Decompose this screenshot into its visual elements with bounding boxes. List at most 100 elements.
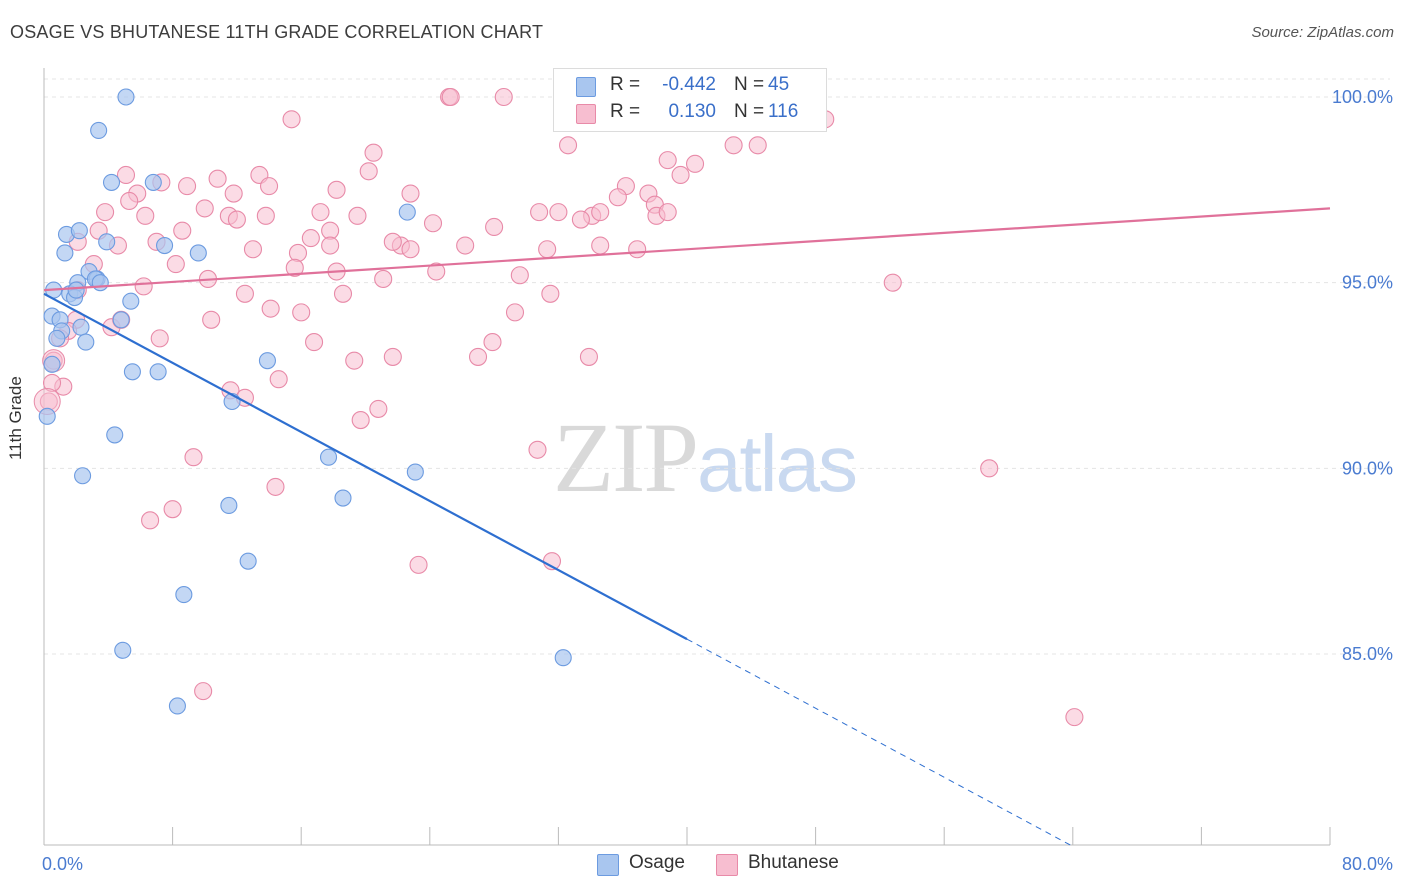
y-tick-label: 85.0% [1342, 644, 1393, 664]
trend-lines [43, 207, 1331, 847]
bhutanese-point [194, 682, 213, 701]
bhutanese-point [980, 459, 999, 478]
axes [43, 68, 1331, 846]
legend-r-value: 0.130 [668, 101, 716, 122]
bhutanese-point [311, 203, 330, 222]
bhutanese-point [483, 333, 502, 352]
osage-point [72, 318, 90, 336]
chart-title: OSAGE VS BHUTANESE 11TH GRADE CORRELATIO… [10, 22, 544, 42]
bhutanese-point [658, 203, 677, 222]
bhutanese-point [116, 165, 136, 185]
legend-r-label: R = [610, 74, 641, 95]
bhutanese-point [748, 136, 767, 155]
bhutanese-point [259, 177, 279, 196]
series-osage-points [38, 88, 572, 715]
y-tick-label: 95.0% [1342, 273, 1393, 293]
osage-point [102, 173, 121, 191]
legend-n-value: 45 [768, 74, 790, 95]
legend-row-bhutanese: R = 0.130 N = 116 [554, 100, 826, 126]
legend-row-osage: R = -0.442 N = 45 [554, 73, 826, 99]
bhutanese-point [195, 199, 214, 218]
bhutanese-point [541, 284, 560, 303]
bhutanese-point [227, 210, 246, 229]
bhutanese-point [528, 440, 547, 459]
osage-point [43, 355, 61, 373]
bhutanese-point [359, 162, 378, 181]
bhutanese-point [327, 180, 346, 199]
osage-point [156, 236, 174, 255]
legend-swatch-bhutanese [576, 104, 596, 124]
bhutanese-point [558, 136, 578, 155]
bhutanese-point [671, 165, 690, 185]
bhutanese-point [505, 303, 525, 322]
bhutanese-point [235, 284, 254, 303]
osage-point [168, 697, 186, 715]
osage-point [74, 467, 92, 485]
bottom-legend-osage[interactable]: Osage [597, 852, 707, 876]
bhutanese-point [485, 217, 504, 237]
series-bhutanese-points [33, 87, 1084, 727]
osage-point [56, 244, 74, 262]
osage-trend-extension [686, 638, 1074, 847]
bhutanese-point [427, 262, 446, 281]
bhutanese-point [348, 206, 367, 225]
bhutanese-point [173, 221, 192, 240]
osage-point [114, 641, 132, 659]
bhutanese-point [571, 210, 590, 229]
bhutanese-point [685, 154, 705, 173]
osage-point [239, 552, 257, 570]
bhutanese-point [282, 110, 301, 129]
bhutanese-point [456, 236, 475, 255]
bhutanese-point [383, 232, 402, 251]
bottom-legend-swatch-bhutanese [716, 854, 738, 876]
bhutanese-point [150, 329, 169, 348]
bhutanese-point [374, 269, 393, 289]
bhutanese-point [163, 500, 182, 519]
tick-labels: 85.0% 90.0% 95.0% 100.0% 0.0% 80.0% [42, 87, 1393, 874]
bhutanese-point [136, 206, 155, 225]
bhutanese-point [628, 240, 647, 259]
bhutanese-point [96, 203, 115, 222]
legend-r-label: R = [610, 101, 641, 122]
bhutanese-point [305, 333, 324, 352]
osage-point [319, 448, 338, 466]
watermark-zip: ZIP [553, 402, 699, 513]
bhutanese-point [401, 240, 420, 259]
bottom-legend-label-bhutanese: Bhutanese [748, 852, 839, 873]
bhutanese-point [345, 351, 364, 370]
y-tick-label: 100.0% [1332, 87, 1393, 107]
bhutanese-point [591, 236, 610, 255]
osage-point [149, 363, 167, 381]
legend-n-value: 116 [768, 101, 799, 122]
bhutanese-point [441, 87, 460, 107]
bhutanese-point [530, 203, 549, 222]
bhutanese-point [510, 266, 529, 285]
bhutanese-point [141, 511, 160, 530]
bhutanese-point [383, 347, 402, 366]
bottom-legend-swatch-osage [597, 854, 619, 876]
osage-point [48, 329, 66, 347]
bhutanese-point [724, 136, 743, 155]
legend-r-value: -0.442 [662, 74, 716, 95]
osage-point [117, 88, 135, 106]
bhutanese-point [468, 347, 488, 366]
bottom-legend-label-osage: Osage [629, 852, 685, 873]
osage-point [123, 363, 141, 381]
bhutanese-point [261, 299, 280, 318]
bhutanese-trend-line [43, 207, 1331, 292]
bhutanese-point [1065, 708, 1084, 727]
osage-point [406, 463, 424, 481]
osage-point [220, 496, 238, 515]
bhutanese-point [266, 477, 285, 496]
bottom-legend-bhutanese[interactable]: Bhutanese [716, 852, 856, 876]
bhutanese-point [494, 87, 513, 107]
bhutanese-point [184, 448, 203, 467]
bhutanese-point [579, 347, 598, 366]
bhutanese-point [351, 411, 370, 430]
osage-point [144, 173, 162, 191]
bhutanese-point [208, 169, 227, 188]
bhutanese-point [608, 188, 627, 207]
osage-point [175, 586, 193, 604]
bhutanese-point [883, 273, 902, 292]
